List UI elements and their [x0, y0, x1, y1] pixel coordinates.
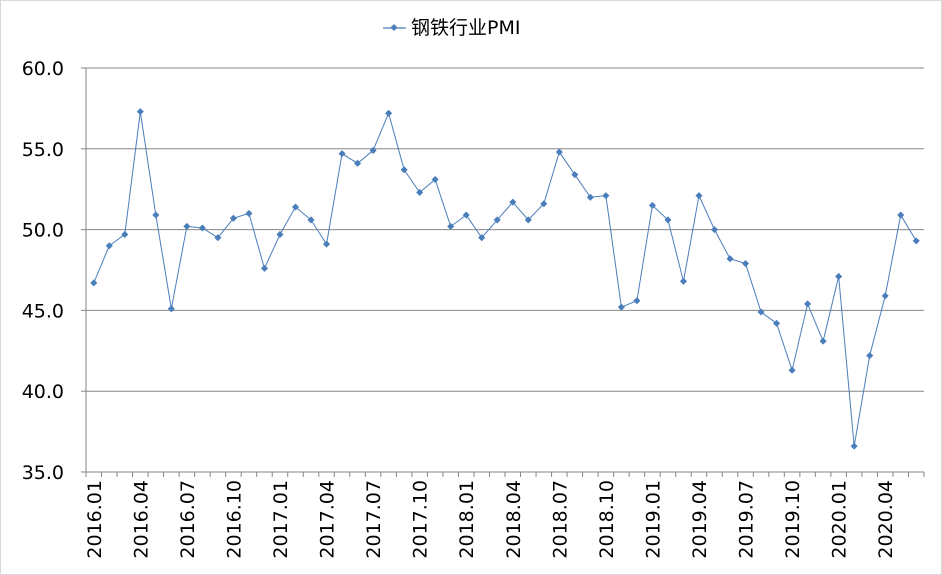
- x-tick-label: 2016.04: [130, 480, 152, 559]
- x-tick-label: 2019.01: [642, 480, 664, 559]
- data-point: [214, 234, 222, 242]
- data-point: [338, 150, 346, 158]
- data-point: [276, 230, 284, 238]
- y-axis: 35.0 40.0 45.0 50.0 55.0 60.0: [22, 58, 87, 484]
- data-point: [726, 255, 734, 263]
- data-point: [866, 352, 874, 360]
- data-point: [369, 146, 377, 154]
- legend-label: 钢铁行业PMI: [411, 17, 520, 39]
- data-point: [291, 203, 300, 211]
- y-tick-label: 50.0: [22, 220, 64, 242]
- data-point: [136, 108, 144, 116]
- data-point: [819, 337, 827, 345]
- data-point: [245, 209, 253, 217]
- data-point: [912, 237, 920, 245]
- x-tick-label: 2018.04: [503, 480, 525, 559]
- data-point: [742, 260, 750, 268]
- x-tick-label: 2018.10: [596, 480, 618, 559]
- data-point: [260, 264, 268, 272]
- data-point: [229, 214, 237, 222]
- x-tick-label: 2016.07: [177, 480, 199, 559]
- x-tick-label: 2016.01: [84, 480, 106, 559]
- data-point: [183, 222, 191, 230]
- data-point: [400, 166, 408, 174]
- data-point: [416, 188, 424, 196]
- data-point: [633, 297, 641, 305]
- data-point: [493, 216, 501, 224]
- data-point: [105, 242, 113, 250]
- data-point: [462, 211, 470, 219]
- data-point: [897, 211, 905, 219]
- data-point: [804, 300, 812, 308]
- data-point: [167, 305, 175, 313]
- x-tick-label: 2019.07: [736, 480, 758, 559]
- data-point: [354, 159, 362, 167]
- gridlines: [86, 67, 924, 473]
- data-point: [121, 230, 129, 238]
- data-points: [90, 108, 920, 450]
- data-point: [788, 366, 796, 374]
- data-point: [540, 200, 548, 208]
- y-tick-label: 40.0: [22, 381, 64, 403]
- data-point: [664, 216, 672, 224]
- x-tick-label: 2017.10: [410, 480, 432, 559]
- y-tick-label: 45.0: [22, 300, 64, 322]
- data-point: [679, 277, 687, 285]
- y-tick-label: 35.0: [22, 462, 64, 484]
- data-point: [431, 175, 439, 184]
- legend-marker: [390, 23, 398, 32]
- x-tick-label: 2019.04: [689, 480, 711, 559]
- data-point: [695, 192, 703, 200]
- y-tick-label: 60.0: [22, 58, 64, 80]
- data-point: [152, 211, 160, 219]
- data-point: [835, 272, 843, 280]
- x-tick-label: 2018.07: [549, 480, 571, 559]
- data-point: [385, 109, 393, 117]
- data-point: [447, 222, 455, 230]
- legend: 钢铁行业PMI: [383, 17, 520, 39]
- x-tick-label: 2020.01: [829, 480, 851, 559]
- x-tick-label: 2019.10: [782, 480, 804, 559]
- data-point: [881, 292, 889, 300]
- data-point: [773, 319, 781, 327]
- x-tick-label: 2017.04: [317, 480, 339, 559]
- data-point: [571, 171, 579, 179]
- y-tick-label: 55.0: [22, 139, 64, 161]
- data-point: [90, 279, 98, 287]
- x-tick-label: 2016.10: [223, 480, 245, 559]
- x-tick-label: 2017.07: [363, 480, 385, 559]
- data-point: [586, 193, 594, 201]
- x-axis: 2016.01 2016.04 2016.07 2016.10 2017.01 2017.…: [84, 471, 925, 559]
- data-point: [602, 192, 610, 200]
- data-point: [478, 234, 486, 242]
- data-point: [198, 224, 206, 232]
- data-point: [307, 216, 315, 224]
- x-tick-label: 2020.04: [875, 480, 897, 559]
- data-point: [648, 201, 656, 209]
- x-tick-label: 2018.01: [456, 480, 478, 559]
- data-point: [555, 148, 563, 156]
- data-point: [524, 216, 532, 224]
- data-point: [757, 308, 765, 316]
- data-point: [323, 240, 331, 248]
- series-line: [93, 111, 917, 447]
- data-point: [710, 226, 719, 234]
- data-point: [850, 442, 858, 450]
- data-point: [617, 303, 625, 311]
- x-tick-label: 2017.01: [270, 480, 292, 559]
